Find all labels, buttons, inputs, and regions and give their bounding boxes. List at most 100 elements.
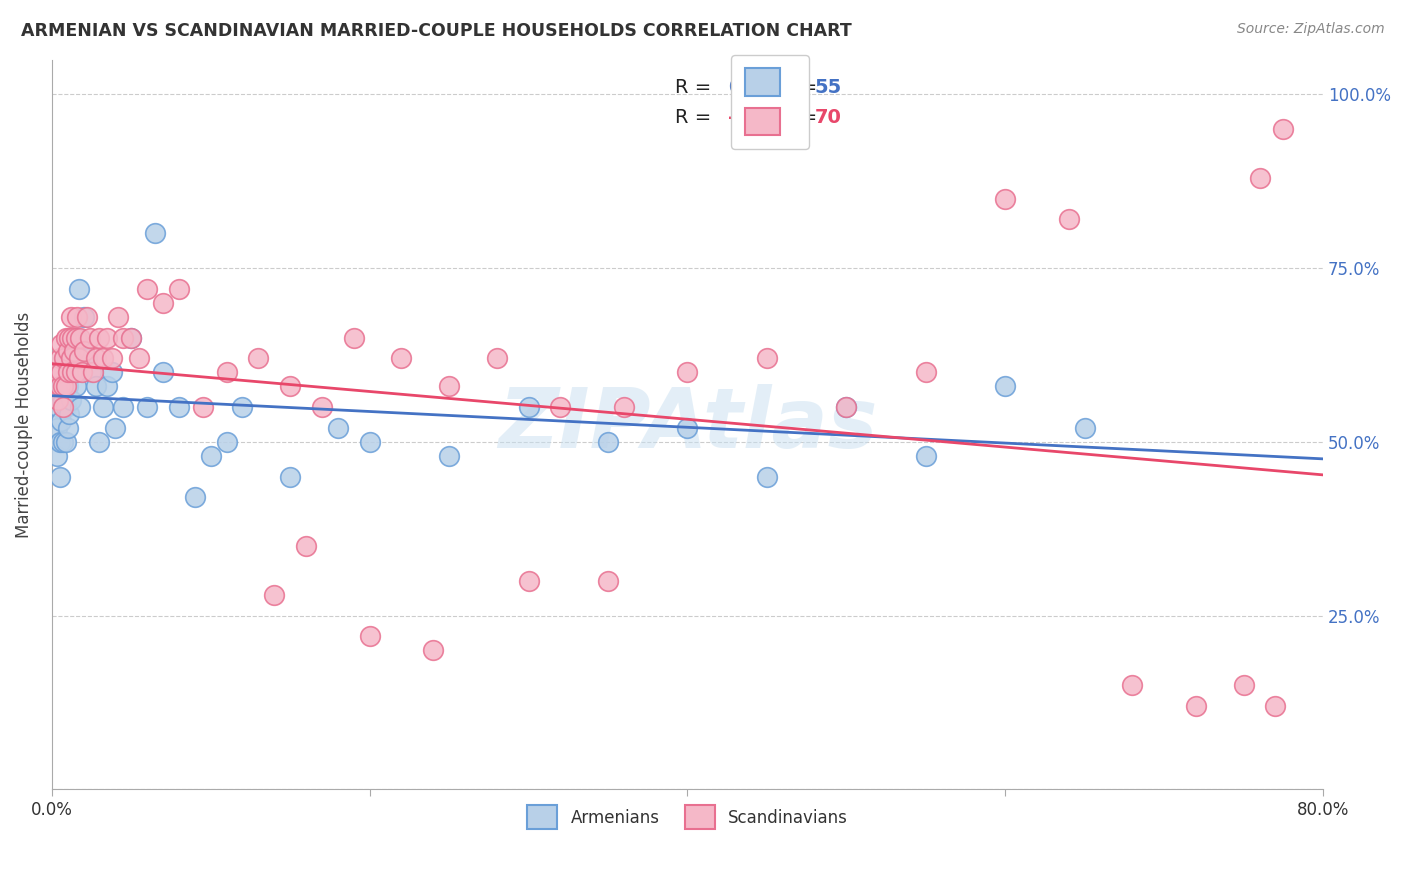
Point	[84, 351, 107, 366]
Point	[278, 379, 301, 393]
Legend: Armenians, Scandinavians: Armenians, Scandinavians	[520, 798, 855, 836]
Point	[326, 421, 349, 435]
Text: R =: R =	[675, 78, 717, 97]
Point	[112, 330, 135, 344]
Point	[550, 400, 572, 414]
Point	[359, 434, 381, 449]
Point	[1121, 678, 1143, 692]
Point	[101, 351, 124, 366]
Point	[52, 400, 75, 414]
Point	[191, 400, 214, 414]
Point	[152, 295, 174, 310]
Point	[215, 365, 238, 379]
Text: -0.104: -0.104	[728, 109, 797, 128]
Point	[437, 379, 460, 393]
Point	[67, 351, 90, 366]
Point	[101, 365, 124, 379]
Point	[79, 330, 101, 344]
Text: 70: 70	[814, 109, 841, 128]
Point	[231, 400, 253, 414]
Point	[215, 434, 238, 449]
Point	[58, 365, 80, 379]
Point	[104, 421, 127, 435]
Point	[70, 365, 93, 379]
Point	[263, 588, 285, 602]
Point	[51, 379, 73, 393]
Point	[48, 351, 70, 366]
Point	[51, 337, 73, 351]
Point	[1074, 421, 1097, 435]
Point	[65, 351, 87, 366]
Point	[1185, 698, 1208, 713]
Point	[247, 351, 270, 366]
Point	[59, 351, 82, 366]
Point	[84, 379, 107, 393]
Point	[1264, 698, 1286, 713]
Point	[66, 330, 89, 344]
Point	[65, 379, 87, 393]
Point	[343, 330, 366, 344]
Point	[55, 400, 77, 414]
Point	[82, 365, 104, 379]
Point	[994, 192, 1017, 206]
Point	[120, 330, 142, 344]
Point	[52, 434, 75, 449]
Point	[56, 379, 79, 393]
Point	[167, 400, 190, 414]
Text: N =: N =	[780, 109, 824, 128]
Point	[48, 379, 70, 393]
Point	[1057, 212, 1080, 227]
Point	[143, 227, 166, 241]
Point	[107, 310, 129, 324]
Point	[596, 434, 619, 449]
Point	[45, 365, 67, 379]
Point	[676, 421, 699, 435]
Point	[96, 330, 118, 344]
Point	[56, 421, 79, 435]
Point	[278, 469, 301, 483]
Point	[59, 393, 82, 408]
Point	[91, 400, 114, 414]
Text: N =: N =	[780, 78, 824, 97]
Point	[65, 330, 87, 344]
Point	[485, 351, 508, 366]
Point	[359, 629, 381, 643]
Point	[80, 365, 103, 379]
Text: Source: ZipAtlas.com: Source: ZipAtlas.com	[1237, 22, 1385, 37]
Point	[69, 330, 91, 344]
Point	[66, 310, 89, 324]
Point	[56, 365, 79, 379]
Point	[422, 643, 444, 657]
Point	[835, 400, 858, 414]
Point	[184, 491, 207, 505]
Point	[46, 393, 69, 408]
Point	[152, 365, 174, 379]
Point	[52, 379, 75, 393]
Text: ZIPAtlas: ZIPAtlas	[498, 384, 877, 465]
Point	[62, 337, 84, 351]
Point	[62, 330, 84, 344]
Text: ARMENIAN VS SCANDINAVIAN MARRIED-COUPLE HOUSEHOLDS CORRELATION CHART: ARMENIAN VS SCANDINAVIAN MARRIED-COUPLE …	[21, 22, 852, 40]
Point	[48, 434, 70, 449]
Point	[755, 469, 778, 483]
Point	[676, 365, 699, 379]
Point	[914, 365, 936, 379]
Point	[58, 330, 80, 344]
Point	[53, 351, 76, 366]
Point	[311, 400, 333, 414]
Point	[63, 344, 86, 359]
Point	[437, 449, 460, 463]
Point	[62, 365, 84, 379]
Point	[112, 400, 135, 414]
Point	[45, 449, 67, 463]
Point	[128, 351, 150, 366]
Point	[72, 310, 94, 324]
Point	[76, 310, 98, 324]
Point	[517, 400, 540, 414]
Y-axis label: Married-couple Households: Married-couple Households	[15, 311, 32, 538]
Point	[517, 574, 540, 588]
Point	[120, 330, 142, 344]
Point	[58, 407, 80, 421]
Point	[76, 351, 98, 366]
Point	[613, 400, 636, 414]
